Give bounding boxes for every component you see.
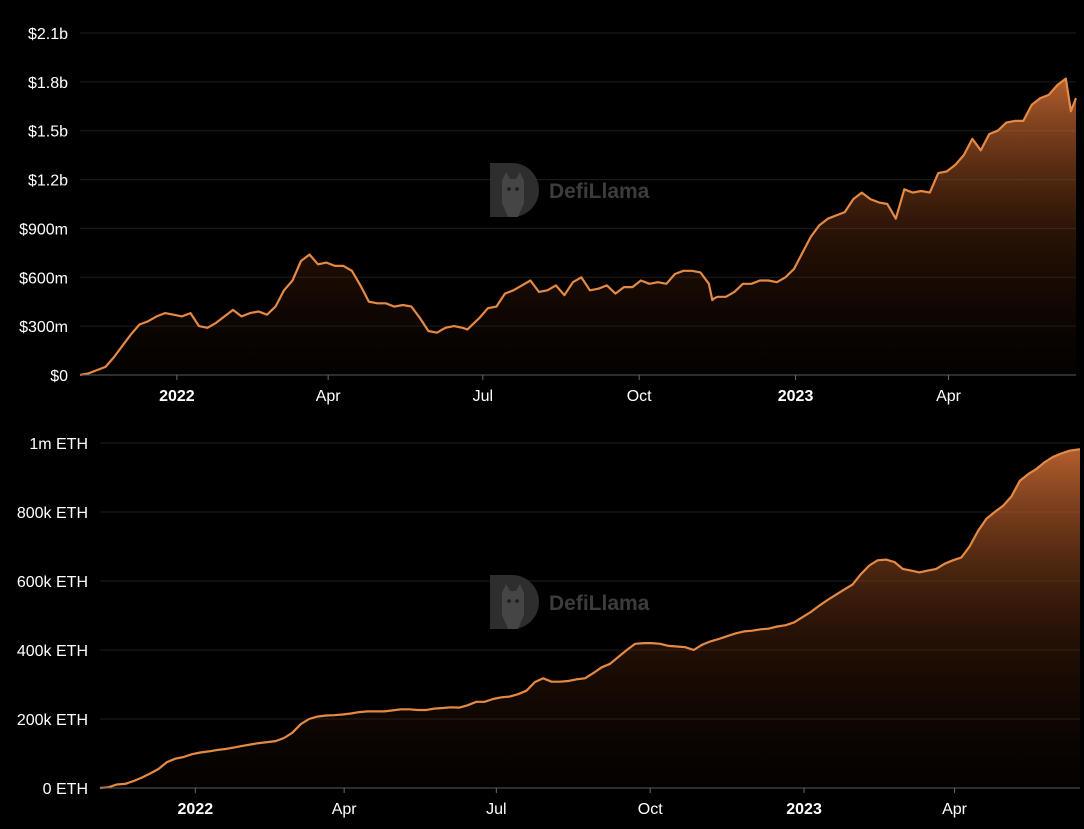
defillama-logo-icon	[490, 163, 539, 217]
eth-chart: 0 ETH 200k ETH 400k ETH 600k ETH 800k ETH 1m …	[17, 436, 1081, 818]
usd-chart-grid	[80, 32, 1076, 327]
usd-chart-y-tick-label: $1.5b	[28, 124, 68, 141]
usd-chart-area	[80, 78, 1076, 375]
eth-chart-y-axis: 0 ETH 200k ETH 400k ETH 600k ETH 800k ETH 1m …	[17, 436, 88, 798]
eth-chart-series-line	[99, 448, 1081, 790]
usd-chart-y-tick-label: $0	[50, 368, 68, 385]
eth-chart-x-tick-label: Apr	[332, 801, 358, 818]
eth-chart-x-tick-label: 2022	[178, 801, 214, 818]
usd-chart-x-tick-label: 2023	[778, 388, 814, 405]
usd-chart-x-tick-label: Oct	[627, 388, 652, 405]
eth-chart-y-tick-label: 0 ETH	[43, 781, 88, 798]
usd-chart-x-tick-label: Apr	[316, 388, 342, 405]
usd-chart-y-tick-label: $300m	[19, 319, 68, 336]
eth-chart-y-tick-label: 1m ETH	[29, 436, 88, 453]
eth-chart-y-tick-label: 400k ETH	[17, 643, 88, 660]
usd-chart-watermark: DefiLlama	[490, 163, 650, 217]
eth-chart-y-tick-label: 600k ETH	[17, 574, 88, 591]
eth-chart-area	[100, 449, 1080, 788]
usd-chart-series-line	[79, 77, 1078, 377]
usd-chart-y-tick-label: $2.1b	[28, 26, 68, 43]
usd-chart-watermark-text: DefiLlama	[549, 180, 650, 203]
usd-chart-x-tick-label: Jul	[473, 388, 493, 405]
eth-chart-x-tick-label: Jul	[486, 801, 506, 818]
usd-chart-y-tick-label: $1.2b	[28, 173, 68, 190]
eth-chart-x-axis: 2022 Apr Jul Oct 2023 Apr	[178, 788, 968, 818]
usd-chart-y-tick-label: $1.8b	[28, 75, 68, 92]
eth-chart-watermark: DefiLlama	[490, 575, 650, 629]
eth-chart-x-tick-label: 2023	[786, 801, 822, 818]
usd-chart-y-tick-label: $600m	[19, 270, 68, 287]
usd-chart: $0 $300m $600m $900m $1.2b $1.5b $1.8b $2.1b De…	[19, 26, 1078, 405]
eth-chart-watermark-text: DefiLlama	[549, 592, 650, 615]
eth-chart-y-tick-label: 800k ETH	[17, 505, 88, 522]
usd-chart-x-axis: 2022 Apr Jul Oct 2023 Apr	[159, 375, 962, 405]
usd-chart-x-tick-label: Apr	[936, 388, 962, 405]
usd-chart-y-axis: $0 $300m $600m $900m $1.2b $1.5b $1.8b $2.1b	[19, 26, 68, 385]
eth-chart-x-tick-label: Oct	[638, 801, 663, 818]
defillama-logo-icon	[490, 575, 539, 629]
usd-chart-x-tick-label: 2022	[159, 388, 195, 405]
usd-chart-y-tick-label: $900m	[19, 221, 68, 238]
eth-chart-y-tick-label: 200k ETH	[17, 712, 88, 729]
eth-chart-x-tick-label: Apr	[942, 801, 968, 818]
